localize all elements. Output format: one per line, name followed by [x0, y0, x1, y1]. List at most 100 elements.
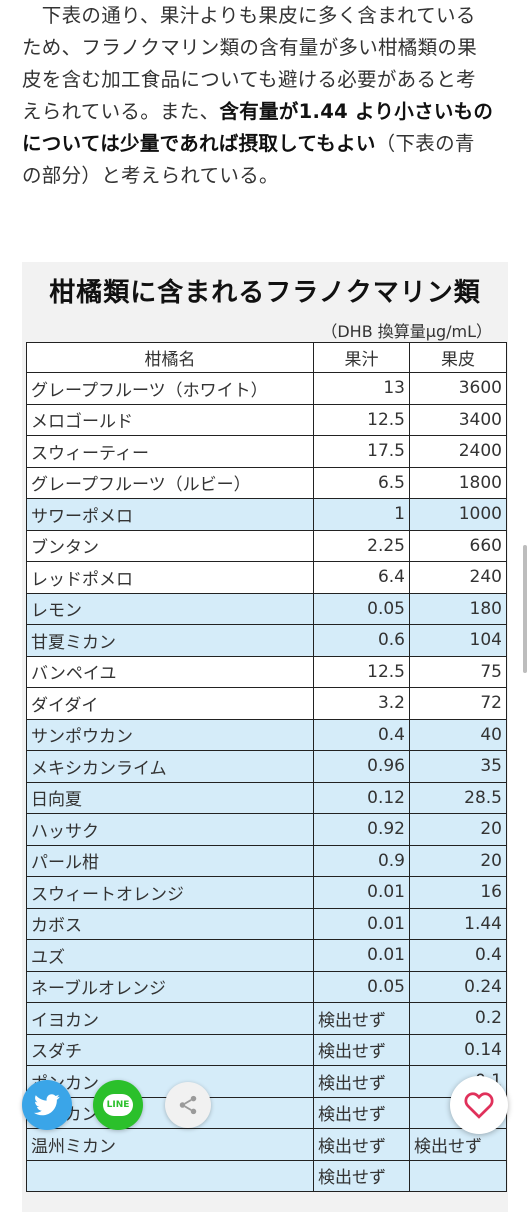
table-row: ハッサク 0.92 20 [26, 813, 507, 846]
table-row: バンペイユ 12.5 75 [26, 655, 507, 688]
juice-value-cell: 0.01 [313, 907, 410, 940]
table-title: 柑橘類に含まれるフラノクマリン類 [49, 278, 481, 308]
juice-value-cell: 0.01 [313, 939, 410, 972]
share-icon [179, 1095, 197, 1115]
table-row: パール柑 0.9 20 [26, 844, 507, 877]
juice-value-cell: 17.5 [313, 435, 410, 468]
juice-value-cell: 0.01 [313, 876, 410, 909]
peel-value-cell: 28.5 [409, 781, 507, 814]
citrus-name-cell: イヨカン [26, 1002, 314, 1035]
citrus-name-cell: レモン [26, 592, 314, 625]
citrus-name-cell: ユズ [26, 939, 314, 972]
juice-value-cell: 6.5 [313, 466, 410, 499]
article-line: については少量であれば摂取してもよい（下表の青 [22, 132, 475, 155]
table-row: 日向夏 0.12 28.5 [26, 781, 507, 814]
table-row: レモン 0.05 180 [26, 592, 507, 625]
citrus-table-image: 柑橘類に含まれるフラノクマリン類 （DHB 換算量μg/mL） 柑橘名 果汁 果… [22, 262, 508, 1212]
juice-value-cell: 0.96 [313, 750, 410, 783]
table-row: グレープフルーツ（ホワイト） 13 3600 [26, 372, 507, 405]
peel-value-cell: 0.2 [409, 1002, 507, 1035]
peel-value-cell: 72 [409, 687, 507, 720]
citrus-name-cell: サワーポメロ [26, 498, 314, 531]
juice-value-cell: 6.4 [313, 561, 410, 594]
citrus-name-cell: 日向夏 [26, 781, 314, 814]
peel-value-cell: 3400 [409, 403, 507, 436]
juice-value-cell: 検出せず [313, 1002, 410, 1035]
header-name: 柑橘名 [26, 342, 314, 373]
juice-value-cell: 0.12 [313, 781, 410, 814]
table-row: サンポウカン 0.4 40 [26, 718, 507, 751]
table-row: 温州ミカン 検出せず 検出せず [26, 1128, 507, 1161]
table-row: ダイダイ 3.2 72 [26, 687, 507, 720]
juice-value-cell: 13 [313, 372, 410, 405]
citrus-name-cell: グレープフルーツ（ホワイト） [26, 372, 314, 405]
table-row: 甘夏ミカン 0.6 104 [26, 624, 507, 657]
table-row: メロゴールド 12.5 3400 [26, 403, 507, 436]
table-row: イヨカン 検出せず 0.2 [26, 1002, 507, 1035]
table-row: レッドポメロ 6.4 240 [26, 561, 507, 594]
juice-value-cell: 3.2 [313, 687, 410, 720]
citrus-name-cell: スウィーティー [26, 435, 314, 468]
peel-value-cell: 1800 [409, 466, 507, 499]
twitter-bird-icon [34, 1094, 60, 1116]
table-row: グレープフルーツ（ルビー） 6.5 1800 [26, 466, 507, 499]
citrus-name-cell [26, 1159, 314, 1192]
peel-value-cell: 35 [409, 750, 507, 783]
peel-value-cell: 20 [409, 844, 507, 877]
juice-value-cell: 12.5 [313, 403, 410, 436]
peel-value-cell [409, 1159, 507, 1192]
twitter-share-button[interactable] [22, 1080, 72, 1130]
citrus-name-cell: グレープフルーツ（ルビー） [26, 466, 314, 499]
table-row: ブンタン 2.25 660 [26, 529, 507, 562]
citrus-name-cell: スダチ [26, 1033, 314, 1066]
citrus-name-cell: ブンタン [26, 529, 314, 562]
emphasis-text: については少量であれば摂取してもよい [22, 132, 376, 155]
table-row: スウィートオレンジ 0.01 16 [26, 876, 507, 909]
like-button[interactable] [450, 1076, 508, 1134]
table-row: ユズ 0.01 0.4 [26, 939, 507, 972]
juice-value-cell: 0.9 [313, 844, 410, 877]
header-peel: 果皮 [409, 342, 507, 373]
citrus-name-cell: ネーブルオレンジ [26, 970, 314, 1003]
peel-value-cell: 2400 [409, 435, 507, 468]
citrus-name-cell: バンペイユ [26, 655, 314, 688]
citrus-name-cell: 温州ミカン [26, 1128, 314, 1161]
peel-value-cell: 104 [409, 624, 507, 657]
juice-value-cell: 検出せず [313, 1128, 410, 1161]
peel-value-cell: 75 [409, 655, 507, 688]
article-line: えられている。また、含有量が1.44 より小さいもの [22, 100, 494, 123]
table-row: ポンカン検出せず0.1 [26, 1065, 507, 1098]
article-line: 皮を含む加工食品についても避ける必要があると考 [22, 68, 476, 91]
citrus-name-cell: スウィートオレンジ [26, 876, 314, 909]
heart-icon [464, 1092, 494, 1119]
article-text: 下表の通り、果汁よりも果皮に多く含まれている ため、フラノクマリン類の含有量が多… [22, 0, 508, 192]
citrus-name-cell: レッドポメロ [26, 561, 314, 594]
scrollbar[interactable] [523, 545, 527, 673]
citrus-name-cell: サンポウカン [26, 718, 314, 751]
juice-value-cell: 12.5 [313, 655, 410, 688]
article-line: ため、フラノクマリン類の含有量が多い柑橘類の果 [22, 36, 478, 59]
table-row: スウィーティー 17.5 2400 [26, 435, 507, 468]
juice-value-cell: 検出せず [313, 1033, 410, 1066]
line-share-button[interactable]: LINE [93, 1080, 143, 1130]
share-button[interactable] [165, 1082, 211, 1128]
citrus-name-cell: パール柑 [26, 844, 314, 877]
juice-value-cell: 0.4 [313, 718, 410, 751]
peel-value-cell: 660 [409, 529, 507, 562]
peel-value-cell: 0.4 [409, 939, 507, 972]
emphasis-text: 含有量が1.44 より小さいもの [219, 100, 494, 123]
citrus-name-cell: メロゴールド [26, 403, 314, 436]
header-juice: 果汁 [313, 342, 410, 373]
juice-value-cell: 検出せず [313, 1065, 410, 1098]
table-header-row: 柑橘名 果汁 果皮 [26, 342, 507, 373]
peel-value-cell: 3600 [409, 372, 507, 405]
peel-value-cell: 0.14 [409, 1033, 507, 1066]
table-unit: （DHB 換算量μg/mL） [321, 322, 492, 341]
table-row: スダチ 検出せず 0.14 [26, 1033, 507, 1066]
juice-value-cell: 1 [313, 498, 410, 531]
citrus-name-cell: 甘夏ミカン [26, 624, 314, 657]
line-logo: LINE [103, 1094, 133, 1116]
citrus-name-cell: メキシカンライム [26, 750, 314, 783]
juice-value-cell: 検出せず [313, 1096, 410, 1129]
table-body: グレープフルーツ（ホワイト） 13 3600 メロゴールド 12.5 3400 スウィーティ… [26, 372, 507, 1192]
